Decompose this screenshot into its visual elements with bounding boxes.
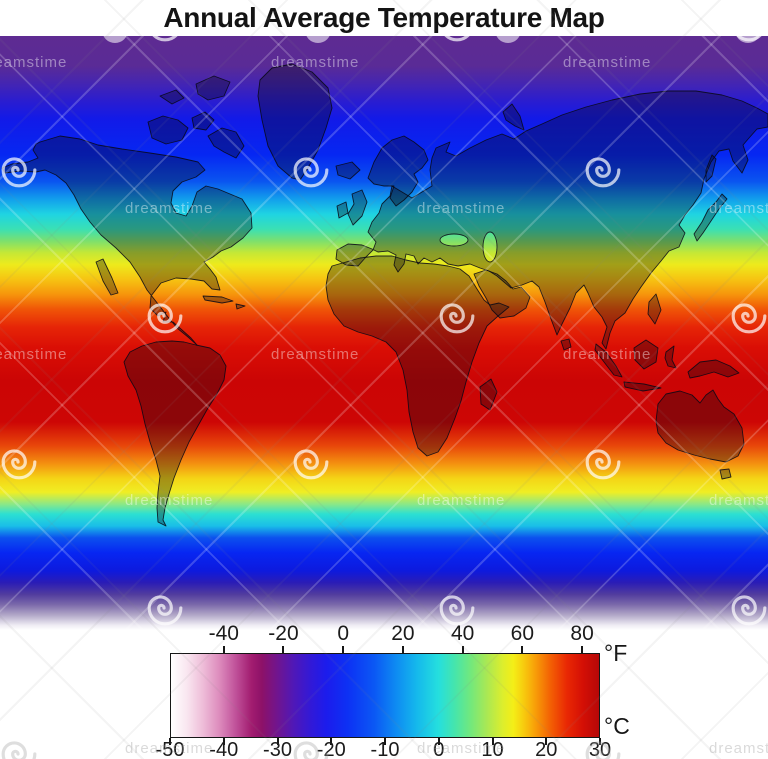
island-iceland	[335, 161, 361, 180]
island-new-guinea	[687, 359, 740, 379]
tick-f-mark	[282, 646, 285, 653]
tick-f-mark	[461, 646, 464, 653]
watermark-text: dreamstime	[709, 740, 768, 757]
title-bar: Annual Average Temperature Map	[0, 0, 768, 36]
island-cuba	[202, 295, 234, 304]
tick-c-mark	[384, 738, 386, 745]
watermark-spiral-icon	[292, 735, 330, 759]
tick-c-mark	[437, 738, 440, 745]
unit-celsius: °C	[604, 713, 630, 739]
island-sri-lanka	[560, 338, 572, 351]
tick-c-mark	[491, 738, 494, 745]
continent-north-america	[1, 135, 253, 346]
island-novaya-zemlya	[502, 103, 525, 131]
island-ireland	[336, 201, 349, 219]
tick-c-label: -10	[370, 739, 400, 759]
island-baja	[95, 258, 119, 296]
continent-south-america	[123, 340, 227, 527]
island-sulawesi	[664, 345, 677, 369]
island-tasmania	[719, 468, 732, 480]
tick-c-mark	[545, 738, 548, 745]
tick-f-mark	[222, 646, 225, 653]
island-madagascar	[479, 378, 498, 411]
tick-f-mark	[521, 646, 524, 653]
tick-f-mark	[342, 646, 345, 653]
watermark-spiral-icon	[584, 735, 622, 759]
island-britain	[347, 189, 368, 226]
continents-overlay	[1, 63, 768, 527]
tick-c-mark	[276, 738, 279, 745]
island-borneo	[633, 339, 659, 370]
tick-c-label: -20	[316, 739, 346, 759]
tick-c-mark	[169, 738, 171, 745]
unit-fahrenheit: °F	[604, 640, 628, 666]
arctic-islands	[147, 75, 245, 159]
continent-australia	[655, 389, 745, 463]
tick-c-mark	[222, 738, 225, 745]
tick-c-label: -50	[155, 739, 185, 759]
island-philippines	[647, 293, 662, 325]
region-scandinavia	[367, 135, 429, 207]
tick-c-mark	[599, 738, 601, 745]
tick-c-label: 0	[433, 739, 445, 759]
island-sumatra	[594, 343, 623, 378]
island-japan	[693, 193, 728, 242]
tick-c-label: 20	[535, 739, 558, 759]
island-hispaniola	[235, 303, 246, 310]
island-java	[623, 381, 662, 392]
island-sakhalin	[705, 154, 717, 183]
color-scale-bar	[170, 653, 600, 738]
watermark-text: dreamstime	[125, 740, 214, 757]
island-greenland	[257, 63, 333, 181]
tick-c-label: 30	[588, 739, 612, 759]
tick-f-mark	[581, 646, 584, 653]
tick-c-mark	[330, 738, 333, 745]
watermark-spiral-icon	[0, 735, 38, 759]
page-title: Annual Average Temperature Map	[163, 2, 605, 33]
tick-c-label: 10	[481, 739, 504, 759]
tick-c-label: -30	[263, 739, 292, 759]
continent-eurasia	[335, 90, 768, 350]
watermark-text: dreamstime	[417, 740, 506, 757]
region-arabia	[473, 269, 531, 319]
tick-c-label: -40	[209, 739, 239, 759]
tick-f-mark	[401, 646, 404, 653]
world-temperature-map: dreamstime dreamstime dreamstime dreamstime…	[0, 36, 768, 630]
